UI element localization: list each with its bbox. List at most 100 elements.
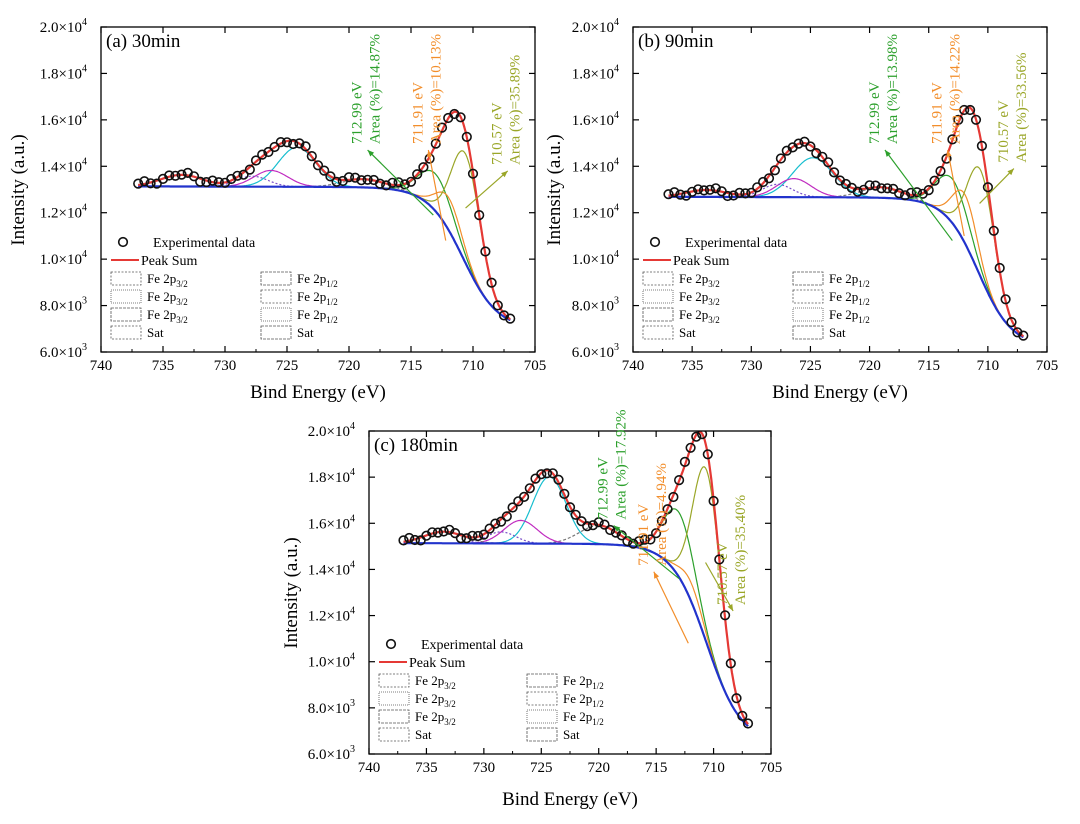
y-tick-label: 8.0×103 bbox=[308, 698, 355, 717]
annotation-arrowhead bbox=[426, 150, 433, 157]
x-tick-label: 720 bbox=[587, 760, 610, 776]
legend-item-label: Sat bbox=[829, 325, 846, 340]
experimental-point bbox=[628, 538, 639, 549]
experimental-point bbox=[490, 518, 501, 529]
experimental-point bbox=[467, 530, 478, 541]
legend-swatch bbox=[110, 325, 142, 340]
annotation-energy: 711.91 eV bbox=[636, 504, 652, 566]
experimental-point bbox=[728, 190, 739, 201]
experimental-point bbox=[564, 502, 576, 513]
legend-swatch bbox=[526, 691, 558, 706]
legend-label-experimental: Experimental data bbox=[153, 236, 256, 251]
legend-swatch bbox=[642, 325, 674, 340]
annotation-arrow bbox=[465, 170, 509, 209]
annotation-area: Area (%)=33.56% bbox=[1014, 53, 1030, 163]
experimental-point bbox=[232, 170, 243, 181]
experimental-point bbox=[478, 529, 490, 540]
legend-swatch bbox=[378, 691, 410, 706]
annotation-arrow bbox=[979, 168, 1015, 204]
legend-item-label: Fe 2p3/2 bbox=[147, 289, 188, 307]
experimental-point bbox=[656, 515, 668, 527]
peak-sum-curve bbox=[403, 431, 749, 725]
experimental-point bbox=[719, 610, 731, 621]
x-tick-label: 730 bbox=[473, 760, 496, 776]
legend-item-label: Fe 2p1/2 bbox=[563, 709, 604, 727]
legend-label-peak-sum: Peak Sum bbox=[141, 254, 198, 269]
experimental-point bbox=[343, 172, 355, 183]
experimental-point bbox=[817, 151, 828, 162]
legend-item-label: Sat bbox=[147, 325, 164, 340]
experimental-point bbox=[702, 449, 713, 460]
experimental-point bbox=[675, 189, 686, 200]
experimental-point bbox=[870, 180, 881, 191]
experimental-point bbox=[799, 136, 810, 147]
x-tick-label: 720 bbox=[858, 358, 881, 374]
experimental-point bbox=[381, 180, 392, 191]
annotation-arrowhead bbox=[501, 170, 508, 178]
annotation-arrowhead bbox=[884, 150, 891, 157]
experimental-point bbox=[164, 170, 175, 181]
legend-swatch bbox=[260, 271, 292, 286]
experimental-point bbox=[679, 456, 691, 468]
experimental-point bbox=[685, 442, 696, 453]
annotation-energy: 710.57 eV bbox=[715, 542, 731, 605]
experimental-point bbox=[742, 718, 754, 729]
y-axis-title: Intensity (a.u.) bbox=[281, 537, 302, 648]
y-tick-label: 1.0×104 bbox=[308, 652, 355, 671]
legend-item-label: Fe 2p1/2 bbox=[297, 307, 338, 325]
legend-swatch bbox=[526, 673, 558, 688]
experimental-point bbox=[686, 186, 698, 197]
experimental-point bbox=[663, 189, 674, 200]
legend-swatch bbox=[642, 271, 674, 286]
y-tick-label: 1.2×104 bbox=[40, 203, 87, 222]
legend-item-label: Fe 2p1/2 bbox=[297, 289, 338, 307]
experimental-point bbox=[852, 186, 863, 197]
legend-item-label: Fe 2p3/2 bbox=[679, 289, 720, 307]
experimental-point bbox=[639, 534, 650, 545]
legend: Experimental data Peak Sum Fe 2p3/2 Fe 2p1/… bbox=[378, 638, 604, 742]
experimental-point bbox=[587, 520, 599, 531]
legend-item-label: Fe 2p3/2 bbox=[679, 307, 720, 325]
experimental-point bbox=[559, 488, 570, 500]
experimental-point bbox=[769, 165, 781, 176]
experimental-point bbox=[698, 185, 710, 196]
legend-label-peak-sum: Peak Sum bbox=[409, 656, 466, 671]
legend-item-label: Fe 2p3/2 bbox=[415, 673, 456, 691]
experimental-point bbox=[553, 474, 564, 485]
experimental-point bbox=[691, 431, 702, 442]
y-tick-label: 8.0×103 bbox=[40, 296, 87, 315]
y-tick-label: 1.2×104 bbox=[572, 203, 619, 222]
legend-swatch bbox=[792, 289, 824, 304]
x-tick-label: 705 bbox=[760, 760, 783, 776]
experimental-point bbox=[399, 179, 410, 190]
annotation-energy: 711.91 eV bbox=[930, 82, 946, 144]
experimental-point bbox=[501, 511, 512, 522]
y-tick-label: 2.0×104 bbox=[308, 421, 355, 440]
experimental-point bbox=[704, 184, 716, 195]
legend-label-experimental: Experimental data bbox=[685, 236, 788, 251]
experimental-point bbox=[1018, 330, 1029, 341]
experimental-point bbox=[145, 178, 156, 189]
x-tick-label: 735 bbox=[681, 358, 704, 374]
experimental-point bbox=[450, 527, 461, 539]
x-tick-label: 725 bbox=[799, 358, 822, 374]
legend-swatch bbox=[792, 271, 824, 286]
experimental-point bbox=[905, 187, 917, 198]
legend-item-label: Fe 2p1/2 bbox=[829, 289, 870, 307]
experimental-point bbox=[474, 210, 485, 221]
panel-label: (a) 30min bbox=[106, 31, 181, 52]
annotation-arrow bbox=[705, 562, 734, 612]
legend-item-label: Sat bbox=[563, 727, 580, 742]
panel-c: 740 735 730 725 720 715 710 705 6.0×103 8.0×103 1.… bbox=[281, 409, 782, 810]
x-tick-label: 740 bbox=[622, 358, 645, 374]
experimental-point bbox=[994, 262, 1005, 274]
annotation-area: Area (%)=17.92% bbox=[614, 409, 630, 519]
experimental-point bbox=[405, 176, 417, 187]
experimental-point bbox=[547, 468, 558, 479]
annotation-energy: 711.91 eV bbox=[410, 82, 426, 144]
x-tick-label: 725 bbox=[276, 358, 299, 374]
x-tick-label: 730 bbox=[740, 358, 763, 374]
experimental-point bbox=[662, 504, 673, 515]
experimental-point bbox=[170, 170, 181, 181]
annotation-area: Area (%)=35.40% bbox=[733, 495, 749, 605]
